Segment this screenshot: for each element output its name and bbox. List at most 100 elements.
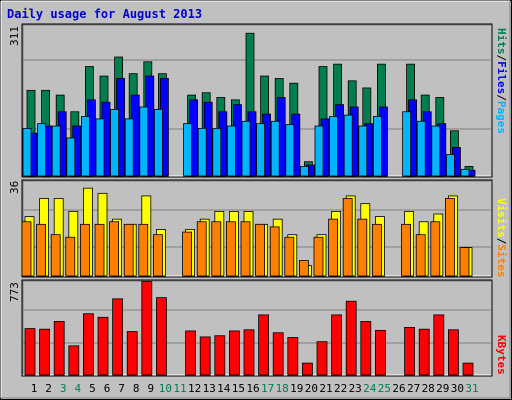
x-label-day-2: 2 xyxy=(45,382,52,395)
bar-pages-day-5 xyxy=(81,116,90,177)
bar-kbytes-day-22 xyxy=(331,314,343,376)
bar-kbytes-day-4 xyxy=(68,345,80,376)
x-label-day-23: 23 xyxy=(349,382,362,395)
bar-sites-day-29 xyxy=(430,221,441,277)
x-label-day-3: 3 xyxy=(60,382,67,395)
x-label-day-13: 13 xyxy=(203,382,216,395)
bar-sites-day-9 xyxy=(138,223,149,277)
legend-separator: / xyxy=(495,55,508,62)
bar-pages-day-10 xyxy=(153,108,163,177)
scale-label-kbytes: 773 xyxy=(8,282,21,302)
panel-frame-hits xyxy=(21,23,493,178)
x-label-day-21: 21 xyxy=(319,382,332,395)
bar-pages-day-31 xyxy=(460,168,470,177)
x-label-day-8: 8 xyxy=(133,382,140,395)
x-label-day-7: 7 xyxy=(118,382,125,395)
legend-hits-files-pages: Hits/Files/Pages xyxy=(495,28,508,134)
bar-pages-day-29 xyxy=(431,125,441,177)
bar-kbytes-day-2 xyxy=(39,328,50,376)
bar-kbytes-day-1 xyxy=(24,328,36,376)
bar-sites-day-17 xyxy=(255,223,266,277)
bar-pages-day-18 xyxy=(270,120,280,177)
bar-sites-day-3 xyxy=(50,234,61,277)
x-label-day-12: 12 xyxy=(188,382,201,395)
x-axis-labels: 1 2 3 4 5 6 7 8 9 10 11 12 13 14 15 16 17 18 19 20 21 22 23 24 2… xyxy=(31,382,479,395)
scale-label-visits: 36 xyxy=(8,181,21,194)
bar-sites-day-16 xyxy=(240,221,251,277)
chart-marks xyxy=(21,32,491,376)
bar-kbytes-day-16 xyxy=(243,329,255,376)
x-label-day-19: 19 xyxy=(290,382,303,395)
bar-kbytes-day-27 xyxy=(404,326,416,376)
bar-sites-day-23 xyxy=(342,198,353,277)
bar-pages-day-17 xyxy=(256,123,266,177)
bar-sites-day-6 xyxy=(94,223,105,277)
x-label-day-25: 25 xyxy=(378,382,391,395)
x-label-day-30: 30 xyxy=(451,382,464,395)
bar-kbytes-day-8 xyxy=(126,331,138,376)
bar-kbytes-day-24 xyxy=(360,321,372,376)
bar-sites-day-4 xyxy=(65,236,76,277)
bar-kbytes-day-19 xyxy=(287,337,299,376)
bar-pages-day-12 xyxy=(183,123,193,177)
legend-label-pages: Pages xyxy=(495,101,508,134)
bar-sites-day-24 xyxy=(357,218,368,277)
bar-pages-day-1 xyxy=(22,128,32,177)
x-label-day-9: 9 xyxy=(147,382,154,395)
bar-pages-day-8 xyxy=(124,118,134,177)
x-label-day-20: 20 xyxy=(305,382,318,395)
bar-kbytes-day-6 xyxy=(97,316,109,376)
x-label-day-17: 17 xyxy=(261,382,274,395)
bar-sites-day-19 xyxy=(284,236,295,277)
x-label-day-11: 11 xyxy=(173,382,186,395)
bar-kbytes-day-9 xyxy=(141,281,153,376)
bar-pages-day-20 xyxy=(299,166,309,177)
x-label-day-4: 4 xyxy=(74,382,81,395)
bar-pages-day-14 xyxy=(212,128,222,177)
bar-kbytes-day-15 xyxy=(228,330,240,376)
scale-label-hits: 311 xyxy=(8,26,21,46)
bar-pages-day-4 xyxy=(66,137,76,177)
x-label-day-29: 29 xyxy=(436,382,449,395)
bar-kbytes-day-17 xyxy=(258,314,270,376)
legend-separator: / xyxy=(495,94,508,101)
x-label-day-31: 31 xyxy=(465,382,478,395)
bar-sites-day-7 xyxy=(109,221,119,277)
bar-kbytes-day-7 xyxy=(112,298,123,376)
bar-kbytes-day-13 xyxy=(199,336,211,376)
x-label-day-18: 18 xyxy=(276,382,289,395)
bar-kbytes-day-5 xyxy=(83,313,94,376)
legend-label-hits: Hits xyxy=(495,28,508,55)
bar-sites-day-20 xyxy=(298,260,309,277)
panel-frame-kbytes xyxy=(21,279,493,377)
bar-sites-day-31 xyxy=(459,247,470,277)
bar-pages-day-24 xyxy=(358,125,368,177)
bar-pages-day-25 xyxy=(372,116,382,177)
bar-kbytes-day-12 xyxy=(185,330,197,376)
bar-sites-day-21 xyxy=(313,236,324,277)
x-label-day-5: 5 xyxy=(89,382,96,395)
x-label-day-1: 1 xyxy=(31,382,38,395)
bar-kbytes-day-28 xyxy=(418,328,430,376)
bar-sites-day-25 xyxy=(371,223,382,277)
bar-pages-day-3 xyxy=(51,125,61,177)
bar-pages-day-7 xyxy=(110,108,119,177)
bar-kbytes-day-21 xyxy=(316,341,328,376)
x-label-day-15: 15 xyxy=(232,382,245,395)
x-label-day-28: 28 xyxy=(422,382,435,395)
bar-kbytes-day-29 xyxy=(433,314,445,376)
bar-pages-day-27 xyxy=(402,111,412,177)
bar-sites-day-1 xyxy=(21,221,32,277)
bar-pages-day-23 xyxy=(343,114,353,177)
legend-label-files: Files xyxy=(495,61,508,94)
bar-sites-day-5 xyxy=(80,223,90,277)
bar-sites-day-30 xyxy=(444,198,455,277)
bar-sites-day-10 xyxy=(152,234,163,277)
x-label-day-26: 26 xyxy=(392,382,405,395)
bar-pages-day-21 xyxy=(314,125,324,177)
bar-sites-day-12 xyxy=(182,231,193,277)
bar-kbytes-day-18 xyxy=(272,332,284,376)
bar-sites-day-13 xyxy=(196,221,207,277)
x-label-day-27: 27 xyxy=(407,382,420,395)
bar-sites-day-28 xyxy=(415,234,426,277)
